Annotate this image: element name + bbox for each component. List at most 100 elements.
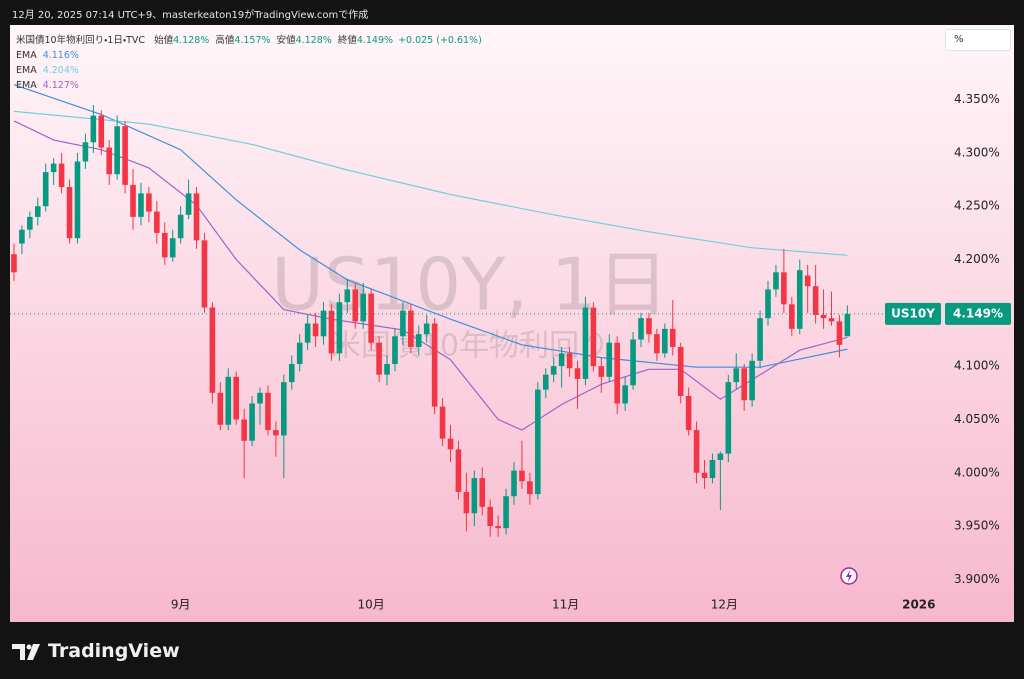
candle-body xyxy=(161,232,168,258)
x-tick-label: 2026 xyxy=(902,598,935,612)
candle-body xyxy=(566,353,573,369)
y-tick-label: 4.200% xyxy=(954,252,1000,266)
candle-body xyxy=(439,406,446,439)
price-tag xyxy=(945,302,1011,325)
candle-body xyxy=(542,374,549,390)
candle-body xyxy=(392,336,398,365)
y-tick-label: 4.300% xyxy=(954,145,1000,159)
candle-body xyxy=(296,342,303,365)
candle-body xyxy=(622,385,628,404)
candle-body xyxy=(408,310,414,347)
candle-body xyxy=(781,272,787,305)
candle-body xyxy=(415,334,422,347)
y-tick-label: 4.050% xyxy=(954,412,1000,426)
legend-ohlc-value: 4.128% xyxy=(173,35,210,46)
candle-body xyxy=(844,313,851,337)
candle-body xyxy=(185,193,192,215)
candle-body xyxy=(582,307,589,379)
legend-ema-name: EMA xyxy=(16,50,37,61)
candle-body xyxy=(614,342,620,404)
candle-body xyxy=(58,163,65,188)
candle-body xyxy=(511,470,517,497)
candle-body xyxy=(463,491,470,514)
candle-body xyxy=(796,270,803,329)
candle-body xyxy=(82,142,89,162)
legend: 米国債10年物利回り・1日・TVC 始値4.128% 高値4.157% 安値4.12… xyxy=(16,33,482,93)
candle-body xyxy=(527,481,533,495)
legend-change: +0.025 (+0.61%) xyxy=(398,35,482,46)
candle-body xyxy=(344,289,351,303)
brand-logo xyxy=(12,644,40,660)
candle-body xyxy=(98,115,105,148)
candle-body xyxy=(519,470,525,482)
candle-body xyxy=(749,360,755,401)
candle-body xyxy=(320,310,327,337)
y-tick-label: 4.000% xyxy=(954,465,1000,479)
legend-ema-value: 4.116% xyxy=(42,50,79,61)
candle-body xyxy=(590,307,597,367)
candle-body xyxy=(50,163,57,173)
candle-body xyxy=(304,323,311,343)
candle-body xyxy=(368,293,374,343)
candle-body xyxy=(352,289,359,322)
candle-body xyxy=(217,392,224,425)
candle-body xyxy=(773,272,779,290)
candle-body xyxy=(114,126,120,175)
symbol-tag-label: US10Y xyxy=(891,306,935,320)
x-tick-label: 12月 xyxy=(711,598,738,612)
percent-button[interactable]: % xyxy=(945,29,1011,51)
caption: 12月 20, 2025 07:14 UTC+9、masterkeaton19が… xyxy=(12,10,369,21)
y-tick-label: 4.250% xyxy=(954,199,1000,213)
candle-body xyxy=(685,395,692,431)
plot xyxy=(11,84,851,537)
candle-body xyxy=(154,211,160,233)
x-tick-label: 10月 xyxy=(358,598,385,612)
candle-body xyxy=(804,275,811,287)
candle-body xyxy=(74,161,81,239)
ema-line xyxy=(13,110,848,256)
y-tick-label: 3.950% xyxy=(954,519,1000,533)
candle-body xyxy=(638,318,644,340)
candle-body xyxy=(376,342,382,375)
legend-row: 米国債10年物利回り・1日・TVC 始値4.128% 高値4.157% 安値4.12… xyxy=(16,33,482,48)
candle-body xyxy=(431,323,438,407)
candle-body xyxy=(225,376,232,425)
candle-body xyxy=(423,323,430,335)
candle-body xyxy=(11,254,17,273)
candle-body xyxy=(233,376,240,420)
legend-ohlc-value: 4.128% xyxy=(295,35,332,46)
candle-body xyxy=(717,453,724,460)
candle-body xyxy=(90,115,97,143)
replay-icon xyxy=(840,567,858,585)
ema-line xyxy=(13,120,848,431)
candle-body xyxy=(574,368,581,379)
legend-ohlc-value: 4.149% xyxy=(356,35,394,46)
candle-body xyxy=(27,216,33,230)
ema-line xyxy=(13,84,848,368)
candle-body xyxy=(106,147,113,175)
legend-row: EMA 4.204% xyxy=(16,63,482,78)
candle-body xyxy=(312,323,319,337)
candle-body xyxy=(646,318,652,335)
candle-body xyxy=(535,389,541,495)
y-tick-label: 3.900% xyxy=(954,572,1000,586)
candle-body xyxy=(288,364,295,383)
candle-body xyxy=(733,368,740,383)
legend-ohlc-label: 終値 xyxy=(337,35,357,46)
symbol-tag xyxy=(885,302,941,325)
candle-body xyxy=(725,382,732,454)
candle-body xyxy=(34,206,41,217)
x-tick-label: 11月 xyxy=(552,598,579,612)
candle-body xyxy=(384,364,390,375)
legend-ohlc-label: 高値 xyxy=(215,35,235,46)
candle-body xyxy=(336,302,343,354)
y-tick-label: 4.350% xyxy=(954,92,1000,106)
x-tick-label: 9月 xyxy=(171,598,191,612)
candle-body xyxy=(550,366,557,375)
candle-body xyxy=(669,328,676,347)
legend-ohlc-label: 安値 xyxy=(276,35,296,46)
candle-body xyxy=(273,430,279,436)
